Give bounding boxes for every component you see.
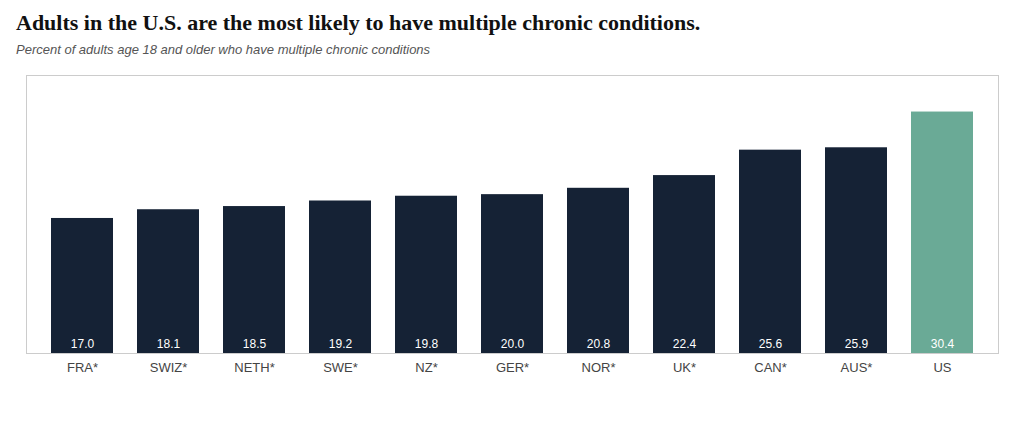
svg-text:GER*: GER* [496,360,529,375]
svg-text:20.0: 20.0 [501,337,525,351]
html-text:Percent of adults age 18 and o: Percent of adults age 18 and older who h… [16,42,431,58]
svg-text:18.1: 18.1 [157,337,181,351]
svg-text:CAN*: CAN* [754,360,787,375]
svg-text:NETH*: NETH* [234,360,274,375]
svg-text:SWIZ*: SWIZ* [150,360,188,375]
svg-text:AUS*: AUS* [841,360,873,375]
svg-text:18.5: 18.5 [243,337,267,351]
svg-text:20.8: 20.8 [587,337,611,351]
svg-text:19.8: 19.8 [415,337,439,351]
svg-text:17.0: 17.0 [71,337,95,351]
svg-text:25.9: 25.9 [845,337,869,351]
svg-text:30.4: 30.4 [931,337,955,351]
svg-text:NOR*: NOR* [582,360,616,375]
svg-text:22.4: 22.4 [673,337,697,351]
svg-text:SWE*: SWE* [323,360,358,375]
svg-text:FRA*: FRA* [67,360,98,375]
svg-text:19.2: 19.2 [329,337,353,351]
svg-text:25.6: 25.6 [759,337,783,351]
svg-text:US: US [933,360,951,375]
html-text:Adults in the U.S. are the mos: Adults in the U.S. are the most likely t… [16,10,701,35]
svg-text:UK*: UK* [673,360,696,375]
svg-text:NZ*: NZ* [415,360,437,375]
